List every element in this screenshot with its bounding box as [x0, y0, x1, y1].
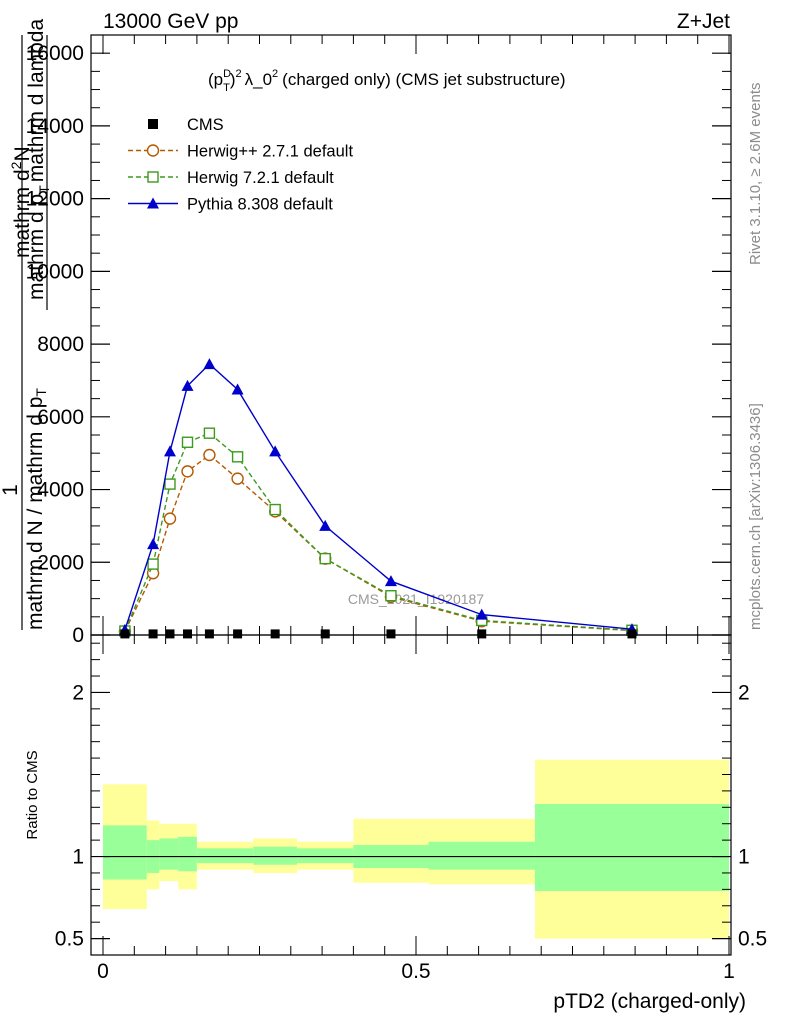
pythia-point — [147, 538, 160, 550]
legend-label: CMS — [187, 116, 224, 134]
cms-point — [386, 629, 396, 639]
ratio-y-tick-label: 1 — [72, 846, 84, 869]
svg-text:1: 1 — [0, 484, 22, 496]
cms-point — [148, 119, 158, 129]
ratio-inner-band — [178, 836, 197, 872]
x-axis-label: pTD2 (charged-only) — [553, 990, 746, 1013]
herwig7-point — [147, 558, 159, 570]
herwig7-point — [181, 436, 194, 448]
ratio-frame — [90, 634, 732, 956]
ratio-y-tick-label: 2 — [72, 681, 84, 704]
x-tick-label: 0 — [97, 960, 109, 983]
ratio-inner-band — [297, 848, 354, 864]
legend: CMS Herwig++ 2.7.1 default Herwig 7.2.1 de… — [128, 116, 353, 214]
svg-text:mathrm d N / mathrm d pT: mathrm d N / mathrm d pT — [24, 388, 49, 630]
pythia-point — [203, 358, 216, 370]
y-tick-label: 16000 — [26, 42, 84, 65]
y-tick-label: 10000 — [26, 260, 84, 283]
ratio-bands — [103, 759, 729, 939]
y-tick-label: 4000 — [37, 479, 84, 502]
legend-label: Herwig 7.2.1 default — [187, 169, 334, 187]
herwigpp-point — [163, 512, 177, 525]
x-tick-label: 1 — [723, 960, 735, 983]
herwig7-point — [147, 171, 159, 183]
pythia-point — [231, 383, 244, 395]
cms-point — [204, 629, 214, 639]
cms-point — [627, 629, 637, 639]
herwig7-point — [269, 503, 281, 516]
herwigpp-point — [203, 448, 216, 462]
pythia-point — [319, 519, 332, 531]
herwig7-point — [385, 590, 397, 602]
herwig7-point — [319, 552, 331, 565]
cms-point — [477, 629, 487, 639]
ratio-inner-band — [196, 848, 254, 864]
pythia-point — [181, 379, 194, 391]
main-y-tick-labels: 0 2000 4000 6000 8000 10000 12000 14000 16000 — [26, 42, 84, 647]
x-tick-labels: 0 0.5 1 — [97, 960, 735, 983]
y-tick-label: 8000 — [37, 333, 84, 356]
svg-text:(pDT)2λ_02(charged only) (CMS: (pD T)2 λ_02 (charged only) (CMS jet substr… — [208, 68, 566, 94]
pythia-point — [475, 608, 488, 620]
cms-point — [165, 629, 175, 639]
ratio-y-label: Ratio to CMS — [24, 750, 41, 839]
main-axis-ticks — [91, 35, 731, 636]
main-y-label: 1 mathrm d N / mathrm d pT mathrm d2N ma… — [0, 19, 52, 630]
legend-label: Pythia 8.308 default — [187, 196, 333, 214]
mcplots-reference-label: mcplots.cern.ch [arXiv:1306.3436] — [747, 403, 764, 630]
cms-point — [270, 629, 280, 639]
data-series — [118, 358, 639, 639]
ratio-y-tick-label-right: 0.5 — [738, 928, 767, 951]
ratio-y-tick-label-right: 1 — [738, 846, 750, 869]
ratio-axis-ticks: 0.5 0.5 1 1 2 2 — [55, 635, 767, 955]
herwig7-point — [231, 451, 244, 463]
y-tick-label: 12000 — [26, 188, 84, 211]
pythia-point — [163, 445, 176, 457]
herwigpp-point — [181, 465, 194, 478]
svg-text:mathrm d pTmathrm d lambda: mathrm d pTmathrm d lambda — [25, 19, 52, 300]
pythia-point — [384, 575, 397, 587]
rivet-version-label: Rivet 3.1.10, ≥ 2.6M events — [747, 83, 764, 266]
energy-label: 13000 GeV pp — [103, 10, 238, 33]
y-tick-label: 6000 — [37, 406, 84, 429]
ratio-inner-band — [534, 804, 729, 891]
plot-title: (pD T)2 λ_02 (charged only) (CMS jet substr… — [208, 68, 566, 94]
cms-point — [233, 629, 243, 639]
pythia-point — [269, 445, 282, 457]
ratio-y-tick-label: 0.5 — [55, 928, 84, 951]
ratio-y-tick-label-right: 2 — [738, 681, 750, 704]
ratio-inner-band — [253, 846, 298, 865]
herwig7-point — [164, 478, 176, 490]
y-tick-label: 2000 — [37, 551, 84, 574]
cms-point — [120, 629, 130, 639]
svg-text:mathrm d2N: mathrm d2N — [8, 146, 34, 258]
herwig7-point — [203, 427, 216, 439]
x-tick-label: 0.5 — [401, 960, 430, 983]
y-tick-label: 0 — [72, 624, 84, 647]
ratio-inner-band — [103, 825, 147, 880]
cms-point — [148, 629, 158, 639]
process-label: Z+Jet — [677, 10, 730, 33]
ratio-inner-band — [428, 841, 535, 870]
legend-label: Herwig++ 2.7.1 default — [187, 143, 353, 161]
cms-point — [183, 629, 193, 639]
ratio-inner-band — [159, 838, 179, 870]
herwigpp-point — [231, 472, 244, 485]
pythia-point — [147, 197, 159, 209]
y-tick-label: 14000 — [26, 115, 84, 138]
cms-point — [320, 629, 330, 639]
analysis-watermark: CMS_2021_I1920187 — [348, 591, 484, 607]
herwigpp-point — [146, 144, 160, 157]
